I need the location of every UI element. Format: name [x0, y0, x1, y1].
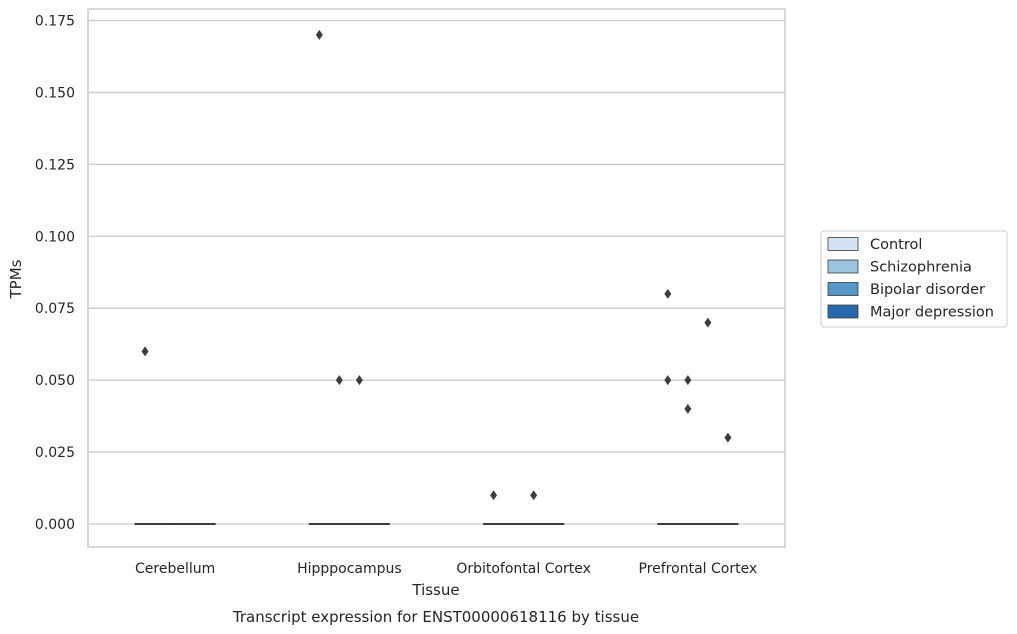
legend-swatch: [827, 237, 859, 251]
plot-frame: [87, 8, 786, 548]
outlier-point: [684, 403, 692, 414]
legend-label: Major depression: [870, 305, 994, 321]
outlier-point: [724, 432, 732, 443]
outlier-point: [530, 490, 538, 501]
outlier-point: [704, 317, 712, 328]
boxes: [134, 522, 739, 525]
outlier-point: [490, 490, 498, 501]
outlier-point: [315, 29, 323, 40]
outlier-point: [141, 346, 149, 357]
legend-items: Control Schizophrenia Bipolar disorder Majo…: [827, 237, 994, 321]
legend-swatch: [827, 259, 859, 274]
outlier-point: [664, 375, 672, 386]
legend-frame: [820, 230, 1008, 328]
x-axis-title: Tissue: [411, 581, 459, 599]
y-tick-label: 0.100: [35, 229, 75, 245]
legend-label: Schizophrenia: [870, 260, 972, 276]
y-tick-label: 0.000: [35, 517, 75, 533]
chart-caption: Transcript expression for ENST0000061811…: [232, 608, 639, 626]
outlier-point: [355, 375, 363, 386]
outlier-points: [141, 29, 732, 501]
y-tick-label: 0.175: [35, 14, 75, 30]
outlier-point: [335, 375, 343, 386]
legend-label: Bipolar disorder: [870, 282, 985, 298]
grid-lines: [88, 19, 785, 525]
x-tick-label: Hipppocampus: [297, 561, 402, 577]
x-tick-label: Cerebellum: [135, 561, 215, 577]
legend-swatch: [827, 304, 859, 319]
y-axis-title: TPMs: [7, 259, 25, 299]
y-tick-label: 0.025: [35, 445, 75, 461]
y-tick-label: 0.150: [35, 85, 75, 101]
legend-label: Control: [870, 237, 922, 253]
y-tick-label: 0.125: [35, 157, 75, 173]
outlier-point: [664, 288, 672, 299]
outlier-point: [684, 375, 692, 386]
x-tick-labels: Cerebellum Hipppocampus Orbitofontal Corte…: [135, 561, 757, 577]
y-tick-label: 0.050: [35, 373, 75, 389]
legend-swatch: [827, 282, 859, 296]
y-tick-labels: 0.000 0.025 0.050 0.075 0.100 0.125 0.150 0.175: [35, 14, 75, 533]
x-tick-label: Prefrontal Cortex: [639, 561, 758, 577]
legend: Control Schizophrenia Bipolar disorder Majo…: [820, 230, 1008, 328]
y-tick-label: 0.075: [35, 301, 75, 317]
x-tick-label: Orbitofontal Cortex: [456, 561, 591, 577]
